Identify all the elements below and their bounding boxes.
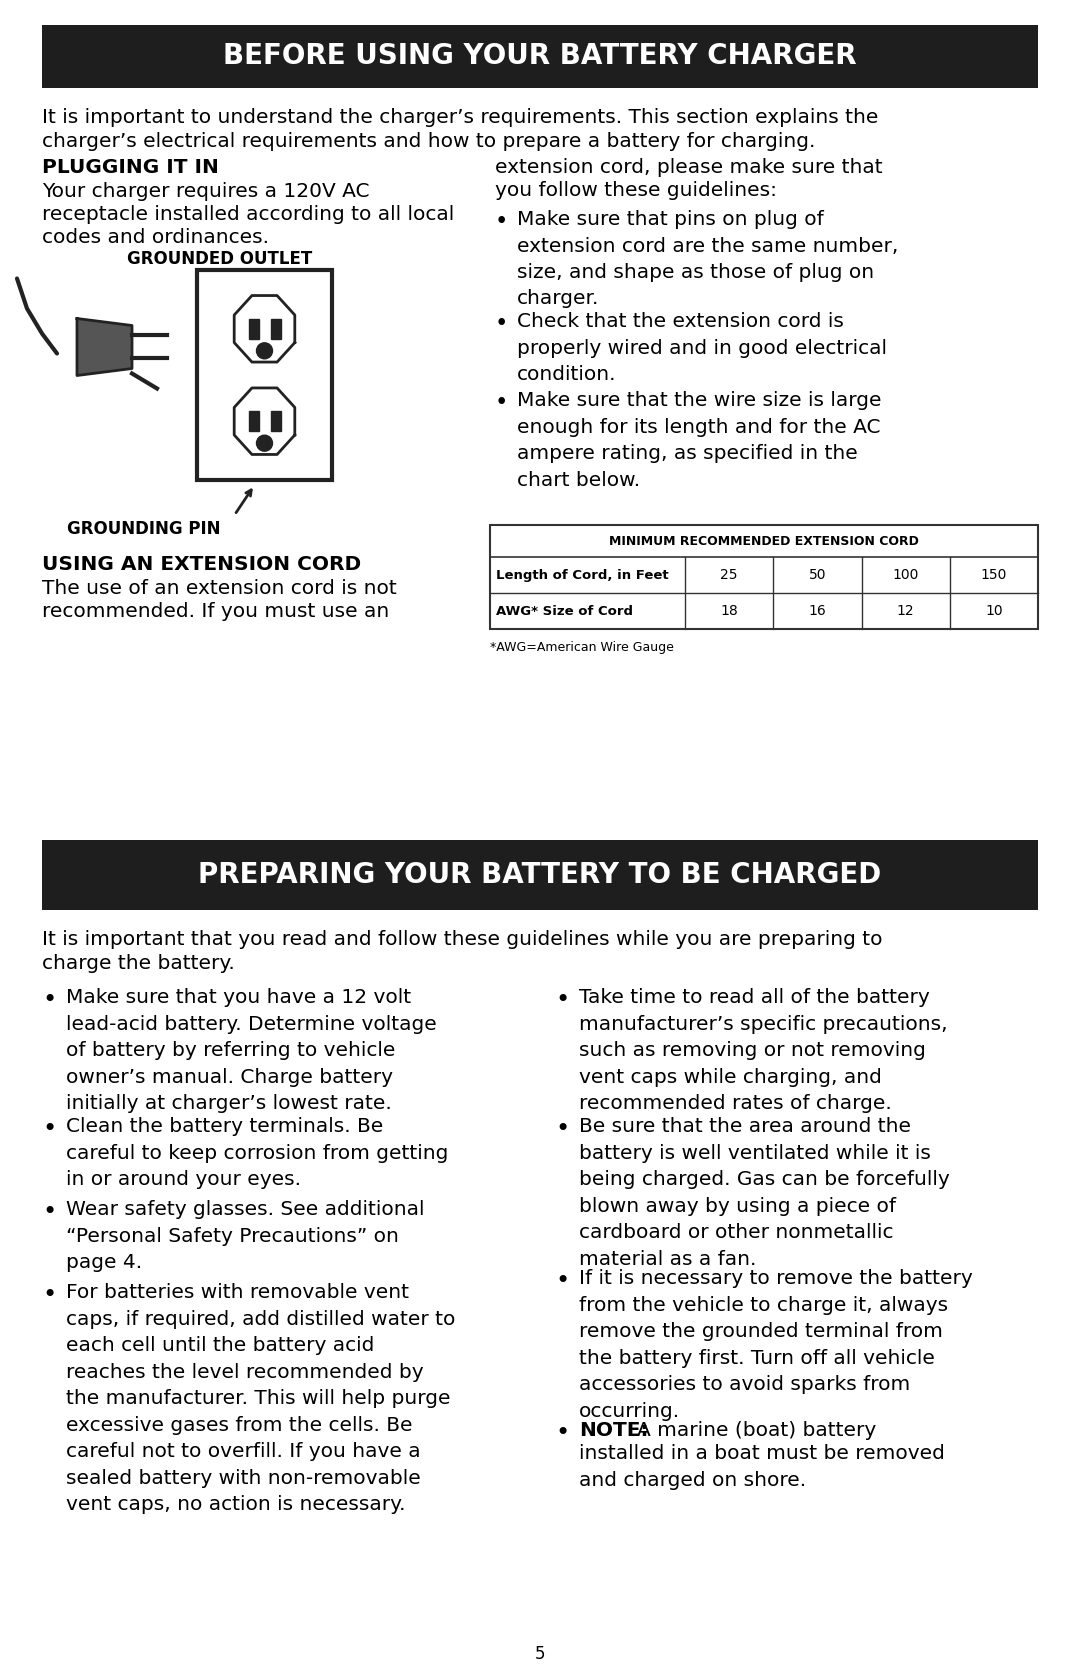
Text: •: • bbox=[42, 1283, 56, 1307]
Text: MINIMUM RECOMMENDED EXTENSION CORD: MINIMUM RECOMMENDED EXTENSION CORD bbox=[609, 534, 919, 547]
Text: Check that the extension cord is
properly wired and in good electrical
condition: Check that the extension cord is properl… bbox=[517, 312, 887, 384]
Text: receptacle installed according to all local: receptacle installed according to all lo… bbox=[42, 205, 455, 224]
Text: If it is necessary to remove the battery
from the vehicle to charge it, always
r: If it is necessary to remove the battery… bbox=[579, 1268, 973, 1420]
Text: 5: 5 bbox=[535, 1646, 545, 1662]
Text: •: • bbox=[555, 1117, 569, 1142]
Text: It is important that you read and follow these guidelines while you are preparin: It is important that you read and follow… bbox=[42, 930, 882, 950]
Text: charger’s electrical requirements and how to prepare a battery for charging.: charger’s electrical requirements and ho… bbox=[42, 132, 815, 150]
Text: It is important to understand the charger’s requirements. This section explains : It is important to understand the charge… bbox=[42, 108, 878, 127]
Text: PREPARING YOUR BATTERY TO BE CHARGED: PREPARING YOUR BATTERY TO BE CHARGED bbox=[199, 861, 881, 890]
Circle shape bbox=[257, 436, 272, 451]
Text: 150: 150 bbox=[981, 567, 1007, 582]
Text: Make sure that pins on plug of
extension cord are the same number,
size, and sha: Make sure that pins on plug of extension… bbox=[517, 210, 899, 309]
Text: NOTE:: NOTE: bbox=[579, 1420, 648, 1440]
Polygon shape bbox=[248, 411, 258, 431]
Bar bbox=[42, 25, 1038, 88]
Text: *AWG=American Wire Gauge: *AWG=American Wire Gauge bbox=[490, 641, 674, 654]
Text: 18: 18 bbox=[720, 604, 738, 618]
Text: 25: 25 bbox=[720, 567, 738, 582]
Text: Make sure that the wire size is large
enough for its length and for the AC
amper: Make sure that the wire size is large en… bbox=[517, 391, 881, 489]
Text: AWG* Size of Cord: AWG* Size of Cord bbox=[496, 604, 633, 618]
Text: Take time to read all of the battery
manufacturer’s specific precautions,
such a: Take time to read all of the battery man… bbox=[579, 988, 947, 1113]
Text: •: • bbox=[555, 1420, 569, 1445]
Text: GROUNDING PIN: GROUNDING PIN bbox=[67, 521, 220, 537]
Text: 10: 10 bbox=[985, 604, 1002, 618]
Text: Length of Cord, in Feet: Length of Cord, in Feet bbox=[496, 569, 669, 581]
Text: •: • bbox=[42, 1200, 56, 1223]
Text: installed in a boat must be removed
and charged on shore.: installed in a boat must be removed and … bbox=[579, 1444, 945, 1489]
Text: Clean the battery terminals. Be
careful to keep corrosion from getting
in or aro: Clean the battery terminals. Be careful … bbox=[66, 1117, 448, 1188]
Text: codes and ordinances.: codes and ordinances. bbox=[42, 229, 269, 247]
Text: BEFORE USING YOUR BATTERY CHARGER: BEFORE USING YOUR BATTERY CHARGER bbox=[224, 42, 856, 70]
Text: USING AN EXTENSION CORD: USING AN EXTENSION CORD bbox=[42, 556, 361, 574]
Text: •: • bbox=[555, 1268, 569, 1293]
Polygon shape bbox=[270, 411, 281, 431]
Text: Wear safety glasses. See additional
“Personal Safety Precautions” on
page 4.: Wear safety glasses. See additional “Per… bbox=[66, 1200, 424, 1272]
Text: •: • bbox=[42, 988, 56, 1011]
Circle shape bbox=[257, 342, 272, 359]
Text: •: • bbox=[495, 210, 509, 234]
Text: 16: 16 bbox=[809, 604, 826, 618]
Polygon shape bbox=[248, 319, 258, 339]
Text: recommended. If you must use an: recommended. If you must use an bbox=[42, 603, 389, 621]
Text: •: • bbox=[495, 391, 509, 414]
Polygon shape bbox=[234, 295, 295, 362]
Text: PLUGGING IT IN: PLUGGING IT IN bbox=[42, 159, 219, 177]
Text: 50: 50 bbox=[809, 567, 826, 582]
Polygon shape bbox=[234, 387, 295, 454]
Text: Be sure that the area around the
battery is well ventilated while it is
being ch: Be sure that the area around the battery… bbox=[579, 1117, 949, 1268]
Text: 100: 100 bbox=[892, 567, 919, 582]
Text: The use of an extension cord is not: The use of an extension cord is not bbox=[42, 579, 396, 598]
Text: •: • bbox=[495, 312, 509, 335]
Text: charge the battery.: charge the battery. bbox=[42, 955, 234, 973]
Text: 12: 12 bbox=[896, 604, 915, 618]
Text: •: • bbox=[42, 1117, 56, 1142]
Text: Your charger requires a 120V AC: Your charger requires a 120V AC bbox=[42, 182, 369, 200]
Polygon shape bbox=[270, 319, 281, 339]
Polygon shape bbox=[77, 319, 132, 376]
Bar bbox=[197, 270, 332, 481]
Text: extension cord, please make sure that: extension cord, please make sure that bbox=[495, 159, 882, 177]
Text: •: • bbox=[555, 988, 569, 1011]
Text: Make sure that you have a 12 volt
lead-acid battery. Determine voltage
of batter: Make sure that you have a 12 volt lead-a… bbox=[66, 988, 436, 1113]
Text: For batteries with removable vent
caps, if required, add distilled water to
each: For batteries with removable vent caps, … bbox=[66, 1283, 456, 1514]
Text: you follow these guidelines:: you follow these guidelines: bbox=[495, 180, 777, 200]
Bar bbox=[490, 526, 1038, 629]
Text: GROUNDED OUTLET: GROUNDED OUTLET bbox=[127, 250, 312, 269]
Bar bbox=[42, 840, 1038, 910]
Text: A marine (boat) battery: A marine (boat) battery bbox=[637, 1420, 876, 1440]
